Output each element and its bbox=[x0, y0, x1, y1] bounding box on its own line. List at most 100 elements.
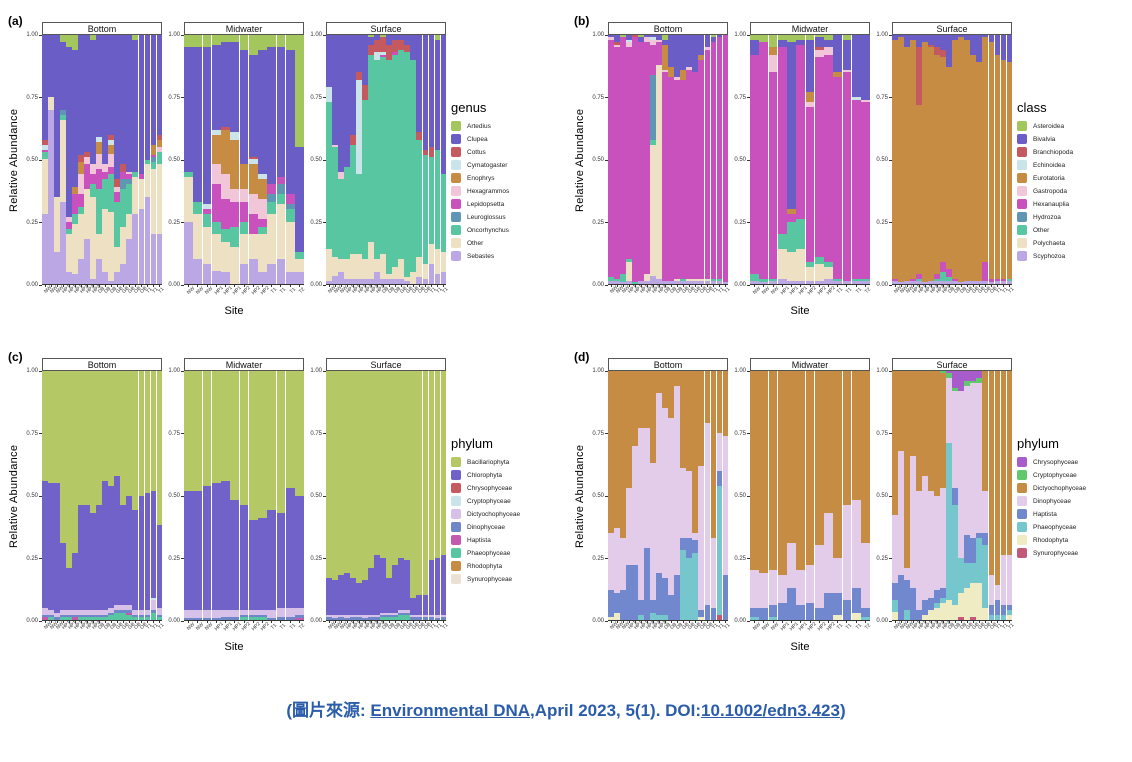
x-tick-mark bbox=[978, 285, 980, 287]
stacked-bar bbox=[626, 371, 632, 620]
bar-segment bbox=[759, 572, 769, 608]
bar-segment bbox=[892, 612, 898, 620]
bar-segment bbox=[326, 102, 332, 250]
bar-segment bbox=[184, 490, 193, 611]
bar-segment bbox=[787, 221, 796, 252]
legend-label: Dictyochophyceae bbox=[467, 510, 521, 518]
x-tick-mark bbox=[610, 285, 612, 287]
bar-segment bbox=[221, 174, 230, 200]
legend-label: Haptista bbox=[467, 536, 491, 544]
bar-segment bbox=[796, 219, 806, 250]
bar-segment bbox=[184, 47, 193, 172]
x-tick-mark bbox=[837, 285, 839, 287]
x-tick: DB bbox=[946, 285, 956, 305]
bar-segment bbox=[42, 35, 48, 140]
bar-segment bbox=[230, 132, 240, 140]
bar-segment bbox=[398, 612, 404, 615]
x-tick-mark bbox=[436, 621, 438, 623]
bar-segment bbox=[416, 35, 422, 133]
bar-segment bbox=[78, 214, 84, 260]
bar-segment bbox=[356, 371, 362, 583]
stacked-bar bbox=[344, 371, 350, 620]
bar-segment bbox=[114, 191, 120, 202]
x-tick: GB bbox=[126, 621, 136, 641]
x-tick-mark bbox=[370, 285, 372, 287]
bar-segment bbox=[614, 35, 620, 43]
caption-source-link[interactable]: Environmental DNA bbox=[370, 701, 531, 720]
bar-segment bbox=[72, 186, 78, 195]
plot-area bbox=[750, 35, 870, 285]
legend-label: Dinophyceae bbox=[467, 523, 505, 531]
x-tick-mark bbox=[146, 621, 148, 623]
x-tick: GB bbox=[976, 285, 986, 305]
bar-segment bbox=[650, 371, 656, 464]
plot-area bbox=[326, 35, 447, 285]
x-tick-mark bbox=[972, 621, 974, 623]
bar-segment bbox=[608, 39, 614, 277]
bar-segment bbox=[898, 575, 904, 620]
bar-segment bbox=[356, 35, 362, 73]
x-tick: GB bbox=[686, 285, 696, 305]
stacked-bar bbox=[982, 35, 988, 284]
y-tick-mark bbox=[323, 495, 326, 497]
legend-item: Clupea bbox=[451, 134, 569, 144]
legend-swatch bbox=[1017, 496, 1027, 506]
stacked-bar bbox=[66, 371, 72, 620]
stacked-bar bbox=[656, 371, 662, 620]
legend-label: Chrysophyceae bbox=[1033, 458, 1079, 466]
bar-segment bbox=[434, 557, 441, 616]
bar-segment bbox=[626, 259, 632, 262]
x-tick-mark bbox=[622, 621, 624, 623]
x-axis-ticks: NW NW NW HP1 HP1 HP1 HP2 HP2 HP2 DB DB DB GB GB GB OB OB… bbox=[326, 284, 449, 305]
bar-segment bbox=[805, 281, 815, 284]
bar-segment bbox=[422, 595, 429, 615]
bar-segment bbox=[614, 42, 620, 45]
x-tick-mark bbox=[328, 285, 330, 287]
bar-segment bbox=[796, 249, 806, 282]
stacked-bar bbox=[620, 371, 626, 620]
x-tick: HP1 bbox=[778, 285, 790, 305]
bar-segment bbox=[285, 617, 295, 620]
x-tick-mark bbox=[261, 285, 263, 287]
bar-segment bbox=[833, 77, 843, 279]
x-tick: HP1 bbox=[230, 285, 243, 305]
legend-item: Lepidopsetta bbox=[451, 199, 569, 209]
y-tick-mark bbox=[605, 620, 608, 622]
bar-segment bbox=[440, 617, 447, 620]
x-tick-mark bbox=[1002, 285, 1004, 287]
stacked-bar bbox=[632, 371, 638, 620]
bar-segment bbox=[267, 184, 277, 195]
bar-segment bbox=[132, 171, 138, 177]
bar-segment bbox=[650, 37, 656, 40]
bar-segment bbox=[722, 35, 729, 282]
figure-grid: (a) Relative Abundance 1.00 0.75 0.50 0.25 0.0… bbox=[0, 6, 1132, 678]
stacked-bar bbox=[54, 35, 60, 284]
stacked-bar bbox=[211, 35, 221, 284]
bar-segment bbox=[138, 371, 145, 496]
x-tick: HP1 bbox=[626, 284, 638, 305]
bar-segment bbox=[350, 278, 356, 284]
facet-column: Midwater NW NW NW HP1 HP1 HP1 HP2 HP2 HP2 T1 T1 T1 T2 bbox=[750, 358, 872, 641]
bar-segment bbox=[710, 37, 717, 43]
bar-segment bbox=[380, 37, 386, 53]
x-tick-mark bbox=[358, 285, 360, 287]
bar-segment bbox=[440, 271, 447, 284]
bar-segment bbox=[608, 371, 614, 533]
stacked-bar bbox=[964, 35, 970, 284]
x-tick: HP1 bbox=[60, 284, 72, 305]
y-tick: 1.00 bbox=[310, 368, 326, 374]
stacked-bar bbox=[332, 35, 338, 284]
bar-segment bbox=[60, 35, 66, 43]
bar-segment bbox=[916, 104, 922, 275]
y-tick-label: 0.75 bbox=[876, 94, 888, 101]
y-tick: 1.00 bbox=[168, 32, 184, 38]
caption-doi-link[interactable]: 10.1002/edn3.423 bbox=[701, 701, 840, 720]
y-tick: 0.75 bbox=[310, 431, 326, 437]
bar-segment bbox=[332, 147, 338, 257]
panel-b: (b) Relative Abundance 1.00 0.75 0.50 0.25 0.0… bbox=[566, 6, 1132, 342]
bar-segment bbox=[922, 42, 928, 282]
y-tick: 0.75 bbox=[168, 431, 184, 437]
bar-segment bbox=[102, 179, 108, 210]
legend-swatch bbox=[451, 457, 461, 467]
bar-segment bbox=[428, 615, 435, 618]
